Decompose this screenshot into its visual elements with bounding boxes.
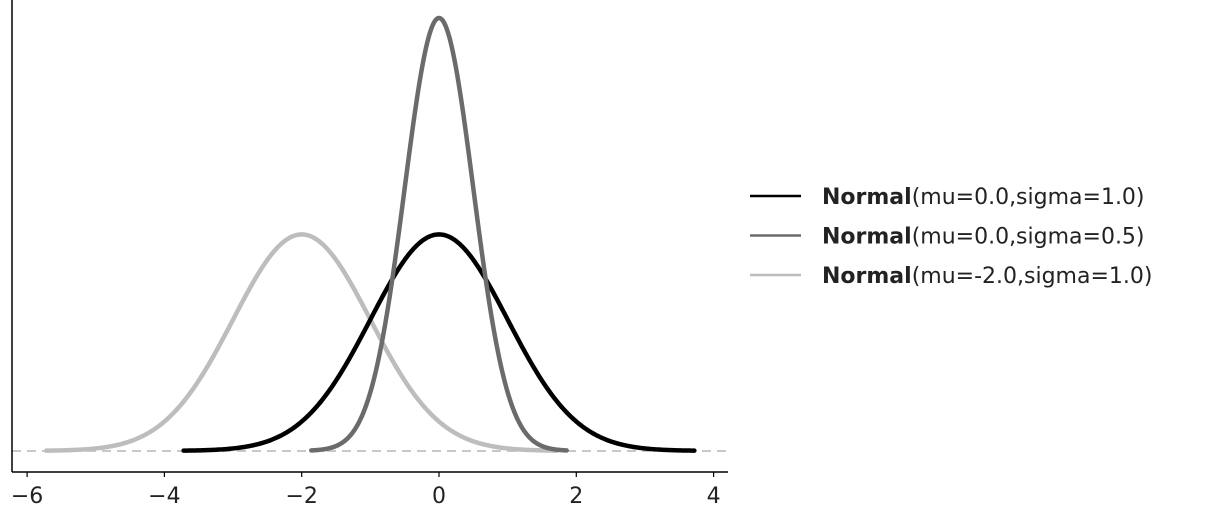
legend-label-params: (mu=0.0,sigma=1.0) — [912, 185, 1145, 210]
legend-label-bold: Normal — [822, 264, 912, 289]
density-curve-2 — [44, 232, 560, 453]
x-tick-label: 0 — [432, 484, 446, 509]
legend-label: Normal(mu=0.0,sigma=0.5) — [822, 225, 1145, 250]
x-tick-label: −6 — [11, 484, 43, 509]
curves — [44, 15, 697, 453]
density-curve-0 — [181, 232, 697, 453]
density-curve-1 — [309, 15, 569, 453]
x-tick-label: −4 — [148, 484, 180, 509]
legend-label-bold: Normal — [822, 225, 912, 250]
legend-label: Normal(mu=0.0,sigma=1.0) — [822, 185, 1145, 210]
legend: Normal(mu=0.0,sigma=1.0)Normal(mu=0.0,si… — [750, 185, 1152, 289]
legend-label-params: (mu=-2.0,sigma=1.0) — [912, 264, 1153, 289]
x-tick-label: 2 — [569, 484, 583, 509]
x-ticks: −6 −4 −2 0 2 4 — [11, 472, 721, 509]
x-tick-label: 4 — [707, 484, 721, 509]
legend-label-params: (mu=0.0,sigma=0.5) — [912, 225, 1145, 250]
legend-label: Normal(mu=-2.0,sigma=1.0) — [822, 264, 1152, 289]
legend-label-bold: Normal — [822, 185, 912, 210]
x-tick-label: −2 — [285, 484, 317, 509]
